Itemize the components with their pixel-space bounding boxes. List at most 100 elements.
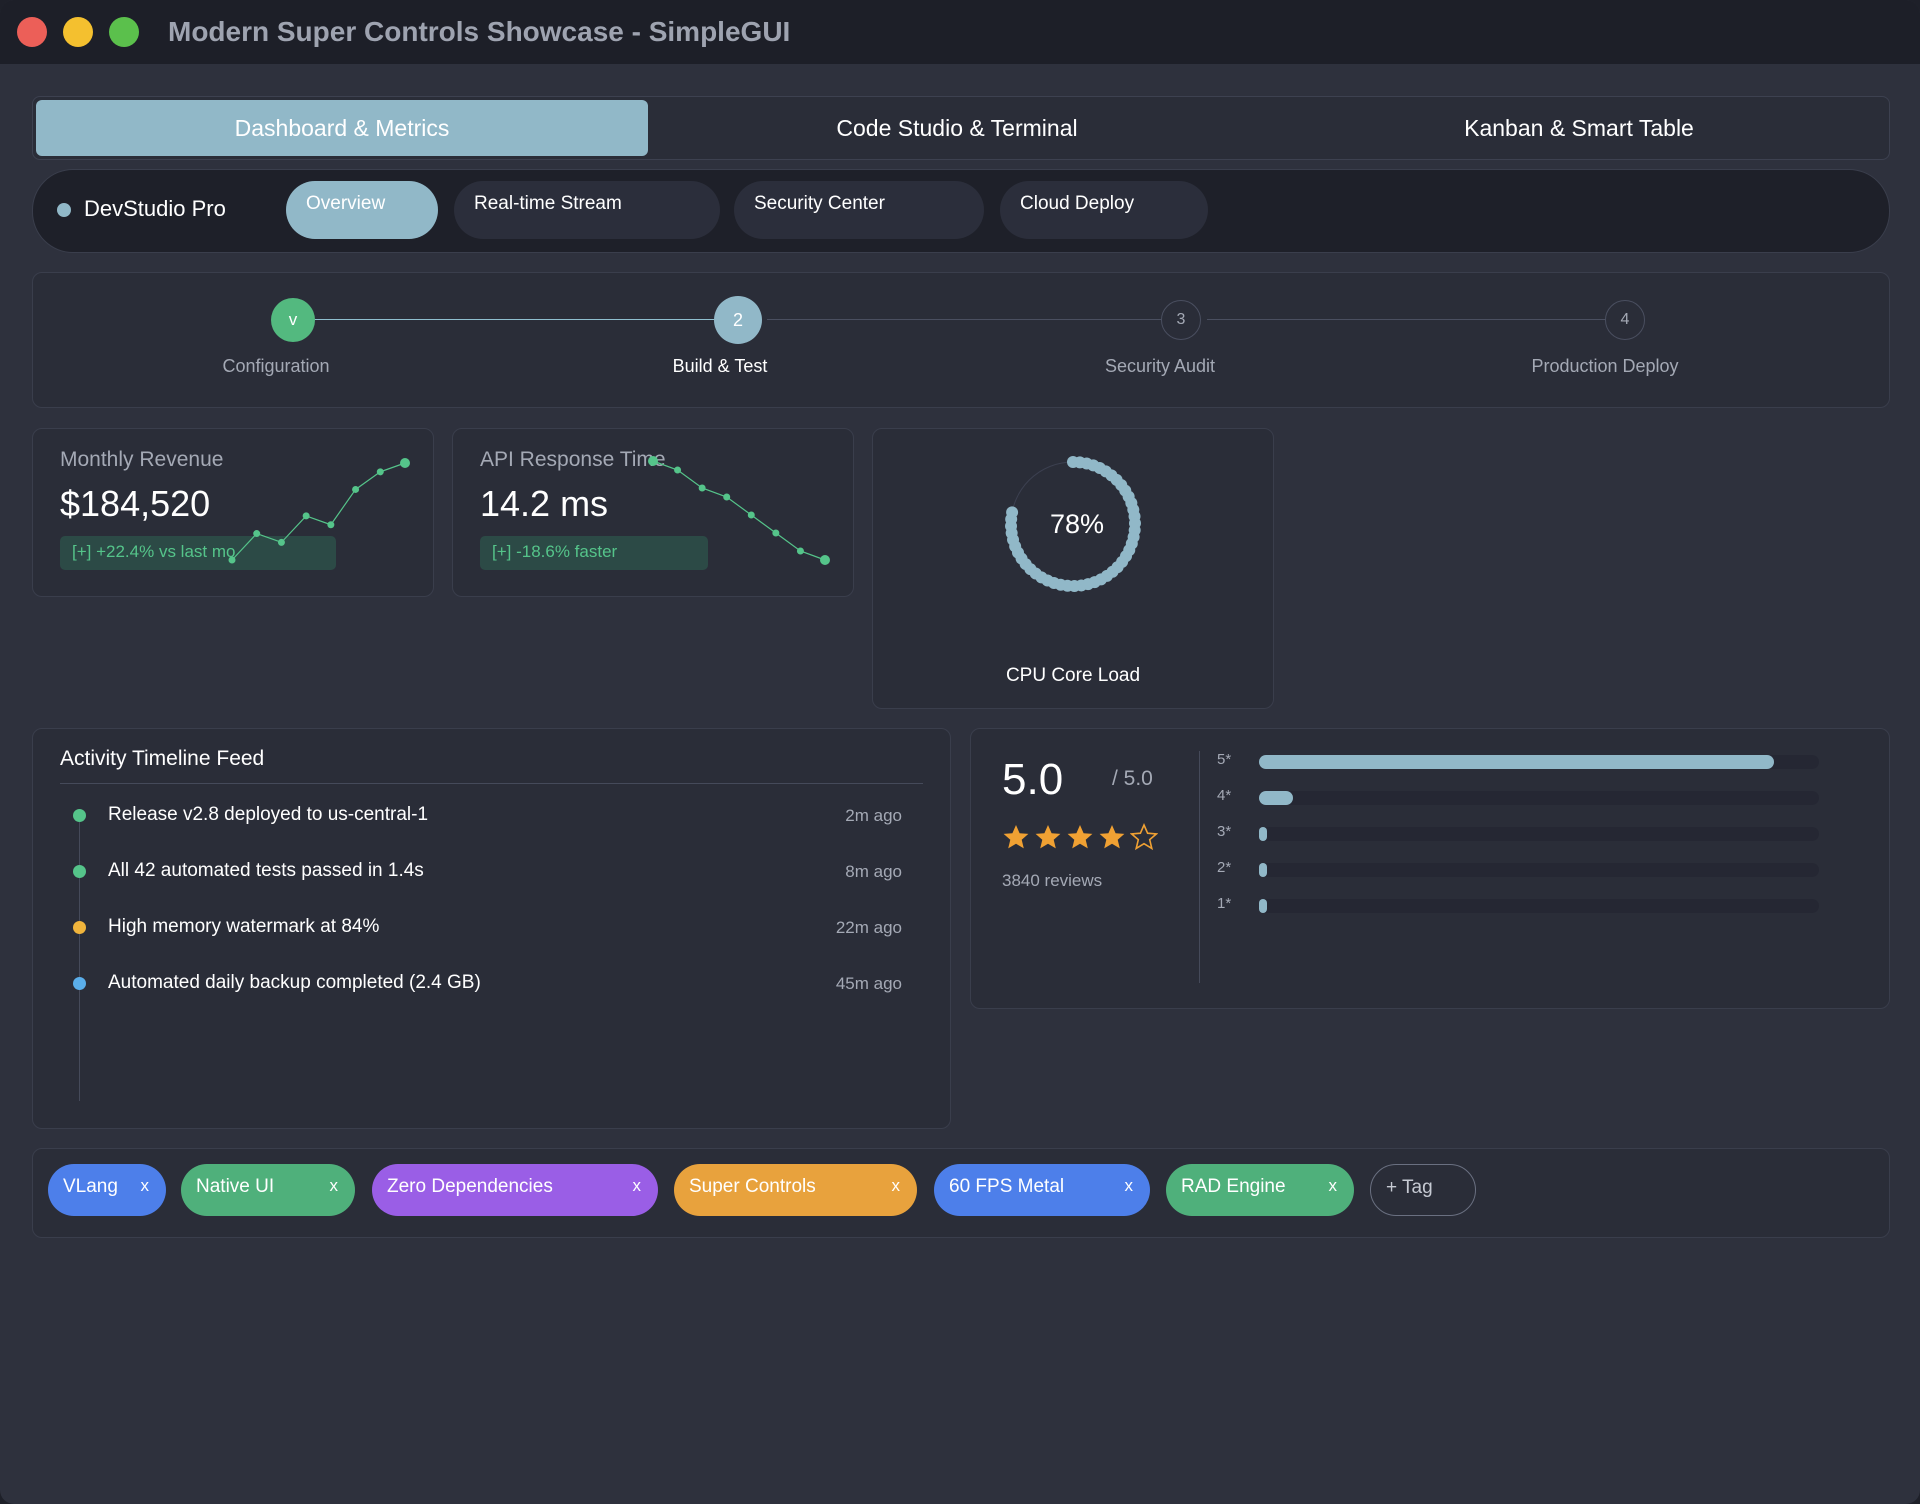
tag-input-bar: VLang x Native UI x Zero Dependencies x … bbox=[32, 1148, 1890, 1238]
tab-code-studio-terminal[interactable]: Code Studio & Terminal bbox=[836, 114, 1078, 141]
step-3-marker[interactable]: 3 bbox=[1161, 300, 1201, 340]
minimize-window-button[interactable] bbox=[63, 17, 93, 47]
step-connector bbox=[275, 319, 719, 320]
step-1-marker[interactable]: v bbox=[271, 298, 315, 342]
tag-remove-icon[interactable]: x bbox=[1328, 1176, 1338, 1195]
rating-bar-track bbox=[1259, 899, 1819, 913]
timeline-status-dot bbox=[73, 809, 86, 822]
timeline-status-dot bbox=[73, 977, 86, 990]
timeline-item-text: All 42 automated tests passed in 1.4s bbox=[108, 860, 424, 881]
tag-remove-icon[interactable]: x bbox=[140, 1176, 150, 1195]
tab-kanban-smart-table[interactable]: Kanban & Smart Table bbox=[1464, 114, 1694, 141]
tag-chip[interactable]: VLang x bbox=[48, 1164, 166, 1216]
rating-bar-fill bbox=[1259, 899, 1267, 913]
sparkline-point bbox=[376, 468, 384, 476]
tag-remove-icon[interactable]: x bbox=[632, 1176, 642, 1195]
pill-overview[interactable]: Overview bbox=[286, 181, 438, 239]
tag-label: RAD Engine bbox=[1181, 1176, 1286, 1197]
sparkline-point bbox=[648, 456, 658, 466]
sparkline-point bbox=[327, 521, 335, 529]
add-tag-label: + Tag bbox=[1386, 1177, 1433, 1198]
sparkline-point bbox=[277, 538, 285, 546]
rating-bar-fill bbox=[1259, 863, 1267, 877]
timeline-rail bbox=[79, 809, 80, 1101]
revenue-metric-card: Monthly Revenue $184,520 [+] +22.4% vs l… bbox=[32, 428, 434, 597]
revenue-sparkline bbox=[228, 458, 410, 564]
brand-status-icon bbox=[57, 203, 71, 217]
sparkline-point bbox=[253, 530, 261, 538]
step-connector bbox=[767, 319, 1167, 320]
star-filled-icon[interactable] bbox=[1034, 823, 1062, 851]
cpu-radial-gauge bbox=[1005, 456, 1141, 592]
tag-remove-icon[interactable]: x bbox=[1124, 1176, 1134, 1195]
tab-dashboard-metrics[interactable]: Dashboard & Metrics bbox=[36, 100, 648, 156]
star-outline-icon[interactable] bbox=[1130, 823, 1158, 851]
sparkline-point bbox=[400, 458, 410, 468]
maximize-window-button[interactable] bbox=[109, 17, 139, 47]
step-2-label: Build & Test bbox=[672, 356, 768, 376]
timeline-status-dot bbox=[73, 865, 86, 878]
pill-navigation: DevStudio Pro Overview Real-time Stream … bbox=[32, 169, 1890, 253]
timeline-item-time: 8m ago bbox=[845, 862, 902, 881]
metric-value: $184,520 bbox=[60, 483, 211, 524]
metric-title: Monthly Revenue bbox=[60, 448, 224, 471]
rating-bar-label: 3* bbox=[1217, 823, 1232, 840]
star-filled-icon[interactable] bbox=[1002, 823, 1030, 851]
rating-bar-track bbox=[1259, 791, 1819, 805]
tag-chip[interactable]: Zero Dependencies x bbox=[372, 1164, 658, 1216]
timeline-item-time: 22m ago bbox=[835, 918, 902, 937]
timeline-item-time: 2m ago bbox=[845, 806, 902, 825]
close-window-button[interactable] bbox=[17, 17, 47, 47]
step-connector bbox=[1207, 319, 1617, 320]
tag-chip[interactable]: Native UI x bbox=[181, 1164, 355, 1216]
tag-label: 60 FPS Metal bbox=[949, 1176, 1065, 1197]
rating-summary-card: 5.0 / 5.0 3840 reviews 5* 4* 3* 2* 1* bbox=[970, 728, 1890, 1009]
add-tag-button[interactable]: + Tag bbox=[1370, 1164, 1476, 1216]
pill-realtime-stream[interactable]: Real-time Stream bbox=[454, 181, 720, 239]
step-1-label: Configuration bbox=[222, 356, 330, 376]
star-filled-icon[interactable] bbox=[1098, 823, 1126, 851]
sparkline-point bbox=[772, 529, 780, 537]
cpu-gauge-card: 78% CPU Core Load bbox=[872, 428, 1274, 709]
timeline-item-text: Release v2.8 deployed to us-central-1 bbox=[108, 804, 429, 825]
activity-timeline-card: Activity Timeline Feed Release v2.8 depl… bbox=[32, 728, 951, 1129]
rating-bar-label: 4* bbox=[1217, 787, 1232, 804]
rating-bar-fill bbox=[1259, 755, 1775, 769]
star-filled-icon[interactable] bbox=[1066, 823, 1094, 851]
progress-stepper: v Configuration 2 Build & Test 3 Securit… bbox=[32, 272, 1890, 408]
rating-bar-track bbox=[1259, 827, 1819, 841]
tag-chip[interactable]: 60 FPS Metal x bbox=[934, 1164, 1150, 1216]
sparkline-point bbox=[674, 466, 682, 474]
timeline-item-time: 45m ago bbox=[835, 974, 902, 993]
gauge-arc-segment bbox=[1006, 506, 1019, 519]
title-bar: Modern Super Controls Showcase - SimpleG… bbox=[0, 0, 1920, 64]
rating-max: / 5.0 bbox=[1112, 767, 1153, 790]
step-2-marker[interactable]: 2 bbox=[714, 296, 762, 344]
tag-remove-icon[interactable]: x bbox=[891, 1176, 901, 1195]
tag-remove-icon[interactable]: x bbox=[329, 1176, 339, 1195]
tag-chip[interactable]: Super Controls x bbox=[674, 1164, 917, 1216]
review-count: 3840 reviews bbox=[1002, 871, 1103, 890]
divider bbox=[1199, 751, 1200, 983]
sparkline-point bbox=[820, 555, 830, 565]
pill-security-center[interactable]: Security Center bbox=[734, 181, 984, 239]
pill-cloud-deploy[interactable]: Cloud Deploy bbox=[1000, 181, 1208, 239]
metric-delta-badge: [+] -18.6% faster bbox=[480, 536, 708, 570]
divider bbox=[60, 783, 923, 784]
api-metric-card: API Response Time 14.2 ms [+] -18.6% fas… bbox=[452, 428, 854, 597]
step-4-marker[interactable]: 4 bbox=[1605, 300, 1645, 340]
rating-bar-track bbox=[1259, 755, 1819, 769]
timeline-status-dot bbox=[73, 921, 86, 934]
sparkline-point bbox=[352, 485, 360, 493]
window-title: Modern Super Controls Showcase - SimpleG… bbox=[168, 16, 791, 47]
rating-score: 5.0 bbox=[1002, 755, 1064, 804]
tag-chip[interactable]: RAD Engine x bbox=[1166, 1164, 1354, 1216]
rating-bar-track bbox=[1259, 863, 1819, 877]
sparkline-point bbox=[698, 484, 706, 492]
timeline-item-text: High memory watermark at 84% bbox=[108, 916, 380, 937]
metric-delta-badge: [+] +22.4% vs last mo bbox=[60, 536, 336, 570]
timeline-title: Activity Timeline Feed bbox=[60, 747, 265, 770]
tag-label: Zero Dependencies bbox=[387, 1176, 553, 1197]
main-tab-bar: Dashboard & Metrics Code Studio & Termin… bbox=[32, 96, 1890, 160]
